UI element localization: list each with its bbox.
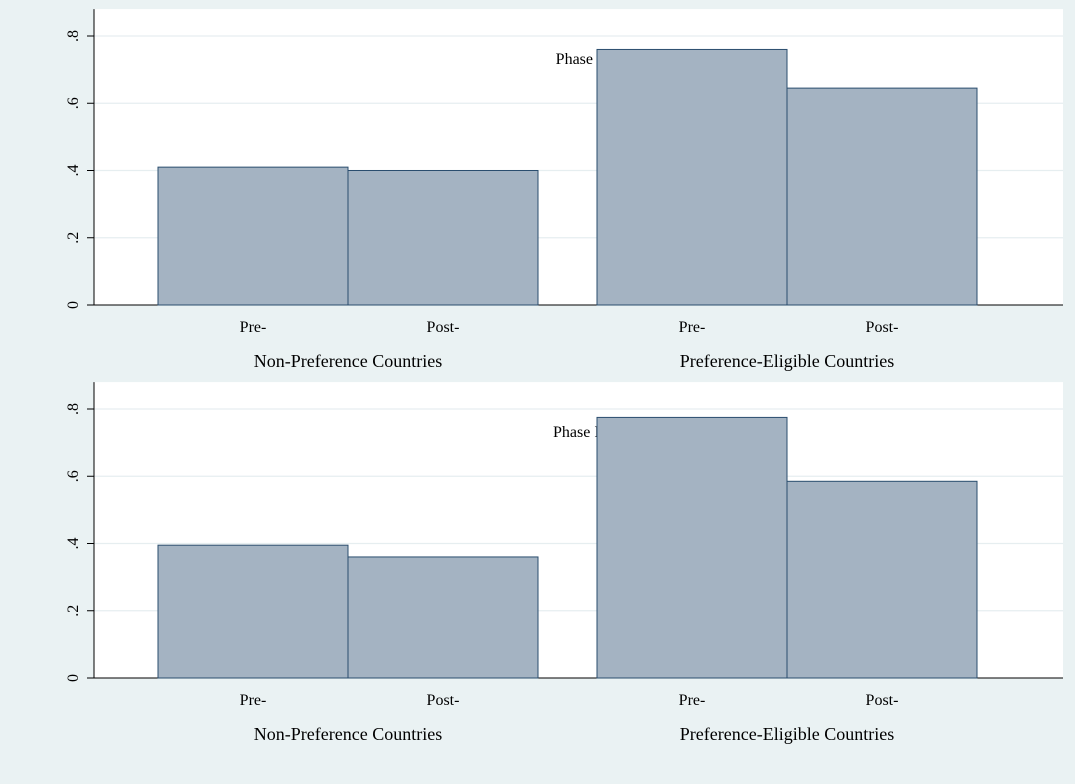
y-tick-label: .6 bbox=[65, 470, 82, 482]
category-label: Pre- bbox=[679, 319, 706, 336]
y-tick-label: .2 bbox=[65, 605, 82, 617]
y-tick-label: .6 bbox=[65, 97, 82, 109]
category-label: Post- bbox=[427, 319, 460, 336]
bar-non-preference-pre bbox=[157, 544, 349, 679]
panel-title: Phase II bbox=[553, 424, 605, 441]
category-label: Pre- bbox=[679, 692, 706, 709]
y-tick-label: .4 bbox=[65, 538, 82, 550]
bar-non-preference-pre bbox=[157, 166, 349, 306]
bar-preference-eligible-post bbox=[786, 87, 978, 306]
category-label: Pre- bbox=[240, 319, 267, 336]
category-label: Post- bbox=[427, 692, 460, 709]
y-tick-label: 0 bbox=[65, 674, 82, 682]
group-label: Preference-Eligible Countries bbox=[680, 351, 894, 371]
category-label: Pre- bbox=[240, 692, 267, 709]
panel-phase-1: Phase I 0 .2 .4 .6 .8 Pre- Post- Non-Preference … bbox=[65, 9, 1063, 371]
panel-phase-2: Phase II 0 .2 .4 .6 .8 Pre- Post- Non-Preference… bbox=[65, 382, 1063, 744]
category-label: Post- bbox=[866, 692, 899, 709]
bar-preference-eligible-post bbox=[786, 480, 978, 679]
bar-preference-eligible-pre bbox=[596, 48, 788, 306]
bar-non-preference-post bbox=[347, 556, 539, 679]
bar-non-preference-post bbox=[347, 170, 539, 306]
category-label: Post- bbox=[866, 319, 899, 336]
bar-preference-eligible-pre bbox=[596, 416, 788, 679]
group-label: Preference-Eligible Countries bbox=[680, 724, 894, 744]
y-tick-label: .8 bbox=[65, 30, 82, 42]
y-tick-label: .2 bbox=[65, 232, 82, 244]
y-tick-label: 0 bbox=[65, 301, 82, 309]
group-label: Non-Preference Countries bbox=[254, 351, 442, 371]
group-label: Non-Preference Countries bbox=[254, 724, 442, 744]
y-tick-label: .4 bbox=[65, 165, 82, 177]
y-tick-label: .8 bbox=[65, 403, 82, 415]
panel-title: Phase I bbox=[556, 51, 603, 68]
